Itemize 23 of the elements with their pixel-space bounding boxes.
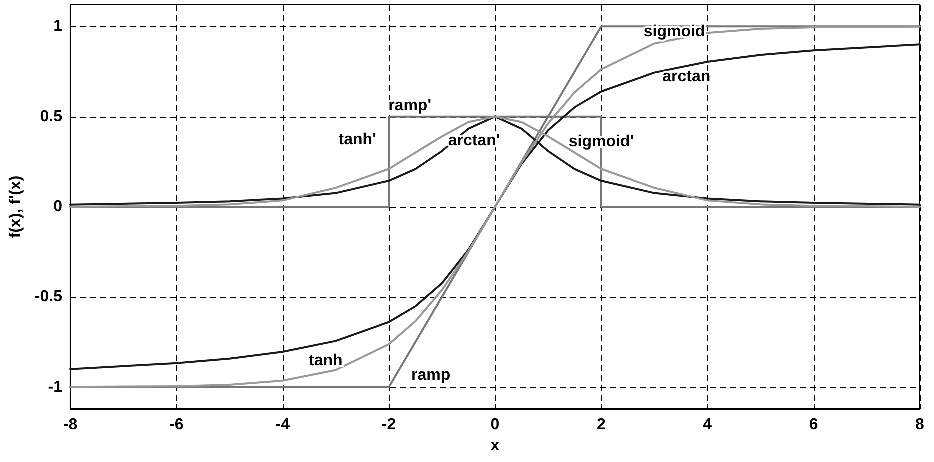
annotation: sigmoid' (568, 134, 634, 151)
annotation: sigmoid (644, 23, 706, 40)
x-tick-label: -8 (63, 416, 78, 434)
x-axis-title: x (490, 437, 500, 454)
annotation: ramp' (388, 97, 432, 114)
annotation: tanh (309, 352, 343, 370)
x-tick-label: 4 (703, 416, 712, 434)
y-tick-label: 0 (54, 198, 63, 216)
annotation: ramp (411, 366, 451, 384)
y-tick-label: 1 (54, 18, 63, 36)
x-tick-label: 8 (916, 416, 925, 434)
annotation: arctan (662, 68, 711, 86)
annotation: tanh' (338, 131, 376, 148)
y-tick-label: 0.5 (40, 108, 63, 126)
y-tick-label: -1 (48, 378, 63, 396)
y-axis-title: f(x), f'(x) (8, 176, 24, 238)
x-tick-label: 0 (490, 416, 500, 434)
y-tick-label: -0.5 (34, 288, 63, 306)
x-tick-label: 6 (809, 416, 818, 434)
x-tick-label: -2 (382, 416, 396, 434)
x-tick-label: -6 (170, 416, 184, 434)
x-tick-label: -4 (276, 416, 290, 434)
x-tick-label: 2 (596, 416, 606, 434)
